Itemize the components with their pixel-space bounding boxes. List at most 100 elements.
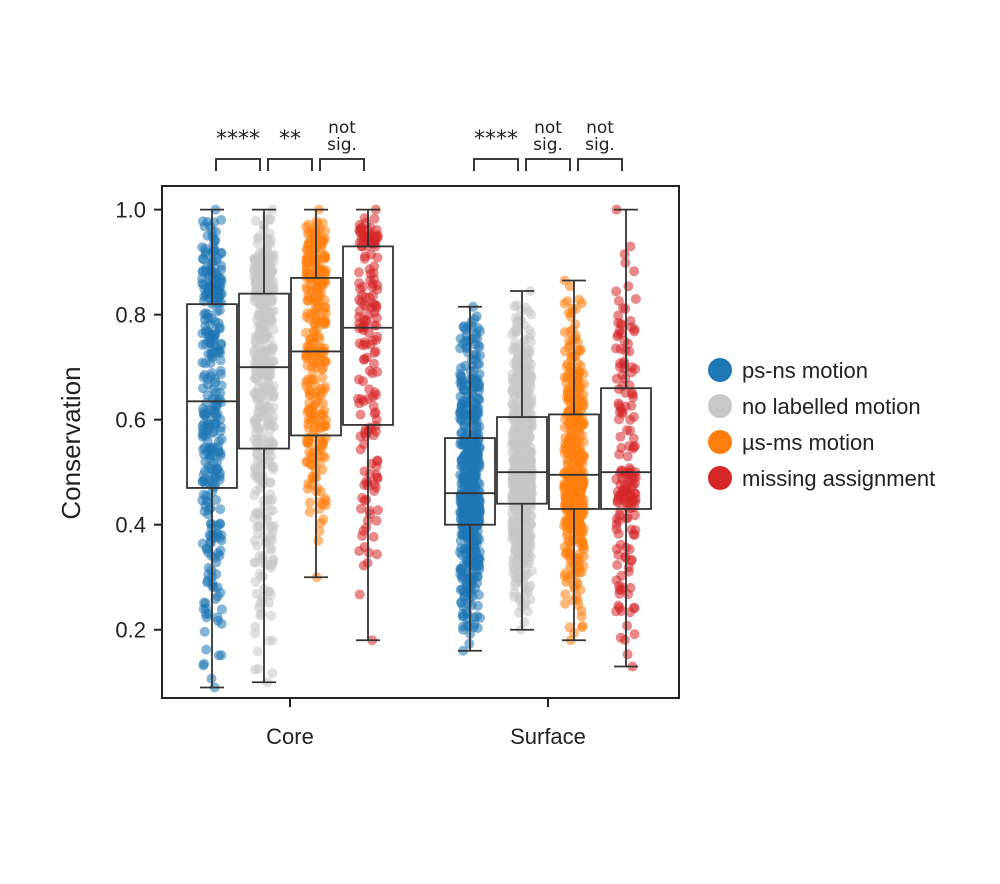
data-point bbox=[372, 455, 383, 466]
data-point bbox=[358, 376, 368, 387]
data-point bbox=[206, 313, 217, 324]
data-point bbox=[265, 496, 276, 507]
data-point bbox=[462, 428, 473, 439]
y-tick-label: 0.4 bbox=[115, 513, 146, 538]
data-point bbox=[518, 539, 529, 550]
data-point bbox=[255, 610, 266, 621]
data-point bbox=[620, 401, 631, 412]
data-point bbox=[304, 447, 315, 458]
data-point bbox=[470, 463, 481, 474]
data-point bbox=[215, 504, 226, 515]
data-point bbox=[457, 571, 468, 582]
data-point bbox=[569, 481, 580, 492]
data-point bbox=[200, 338, 211, 349]
data-point bbox=[309, 473, 320, 484]
iqr-box bbox=[238, 292, 290, 450]
data-point bbox=[259, 346, 270, 356]
data-point bbox=[626, 524, 637, 535]
data-point bbox=[470, 438, 481, 449]
data-point bbox=[305, 235, 316, 246]
data-point bbox=[565, 523, 576, 534]
legend-label: ps-ns motion bbox=[742, 358, 868, 383]
data-point bbox=[301, 457, 312, 468]
data-point bbox=[253, 433, 264, 444]
data-point bbox=[462, 347, 473, 358]
data-point bbox=[576, 611, 587, 622]
legend-marker bbox=[708, 430, 732, 454]
data-point bbox=[370, 420, 381, 431]
data-point bbox=[306, 408, 317, 419]
data-point bbox=[353, 267, 364, 278]
data-point bbox=[573, 556, 584, 567]
data-point bbox=[515, 591, 525, 602]
iqr-box bbox=[548, 413, 600, 510]
data-point bbox=[629, 602, 639, 613]
data-point bbox=[622, 649, 633, 660]
data-point bbox=[317, 388, 328, 399]
data-point bbox=[359, 354, 370, 365]
data-point bbox=[216, 604, 227, 615]
data-point bbox=[200, 320, 211, 331]
data-point bbox=[201, 495, 212, 506]
data-point bbox=[320, 302, 331, 313]
significance-label: sig. bbox=[327, 135, 357, 155]
data-point bbox=[354, 589, 365, 600]
data-point bbox=[615, 632, 626, 643]
data-point bbox=[210, 420, 221, 431]
data-point bbox=[622, 620, 633, 631]
data-point bbox=[251, 355, 262, 366]
data-point bbox=[523, 586, 534, 597]
data-point bbox=[262, 374, 273, 385]
data-point bbox=[472, 417, 483, 428]
data-point bbox=[560, 598, 571, 609]
data-point bbox=[357, 290, 367, 301]
data-point bbox=[578, 523, 589, 534]
data-point bbox=[619, 249, 630, 260]
box-core-2 bbox=[290, 208, 342, 579]
y-tick-label: 0.6 bbox=[115, 408, 146, 433]
data-point bbox=[198, 279, 209, 290]
data-point bbox=[208, 297, 219, 308]
significance-bracket: **** bbox=[215, 127, 261, 171]
data-point bbox=[614, 588, 625, 599]
data-point bbox=[266, 436, 277, 447]
data-point bbox=[578, 494, 589, 505]
data-point bbox=[302, 308, 313, 319]
data-point bbox=[357, 530, 368, 541]
data-point bbox=[611, 373, 622, 384]
data-point bbox=[371, 335, 382, 346]
data-point bbox=[573, 395, 584, 406]
box-surface-0 bbox=[444, 305, 496, 652]
data-point bbox=[474, 394, 485, 405]
data-point bbox=[368, 401, 379, 412]
data-point bbox=[565, 281, 575, 292]
data-point bbox=[564, 515, 575, 526]
data-point bbox=[216, 650, 227, 661]
data-point bbox=[522, 523, 533, 534]
data-point bbox=[365, 269, 376, 279]
data-point bbox=[369, 213, 380, 224]
data-point bbox=[524, 385, 534, 396]
data-point bbox=[455, 377, 466, 388]
data-point bbox=[573, 445, 584, 456]
data-point bbox=[253, 320, 264, 331]
data-point bbox=[373, 505, 383, 516]
data-point bbox=[354, 338, 365, 349]
data-point bbox=[629, 629, 640, 640]
legend-item: µs-ms motion bbox=[708, 430, 874, 455]
x-axis: Core Surface bbox=[266, 698, 586, 749]
data-point bbox=[577, 535, 588, 546]
data-point bbox=[524, 432, 535, 443]
data-point bbox=[521, 417, 532, 427]
data-point bbox=[515, 460, 526, 471]
data-point bbox=[359, 439, 369, 450]
data-point bbox=[316, 486, 326, 497]
data-point bbox=[367, 237, 378, 248]
data-point bbox=[579, 505, 589, 516]
data-point bbox=[626, 362, 637, 373]
data-point bbox=[366, 249, 377, 260]
data-point bbox=[566, 354, 577, 364]
box-surface-1 bbox=[496, 290, 548, 631]
data-point bbox=[466, 495, 477, 506]
data-point bbox=[369, 358, 379, 369]
